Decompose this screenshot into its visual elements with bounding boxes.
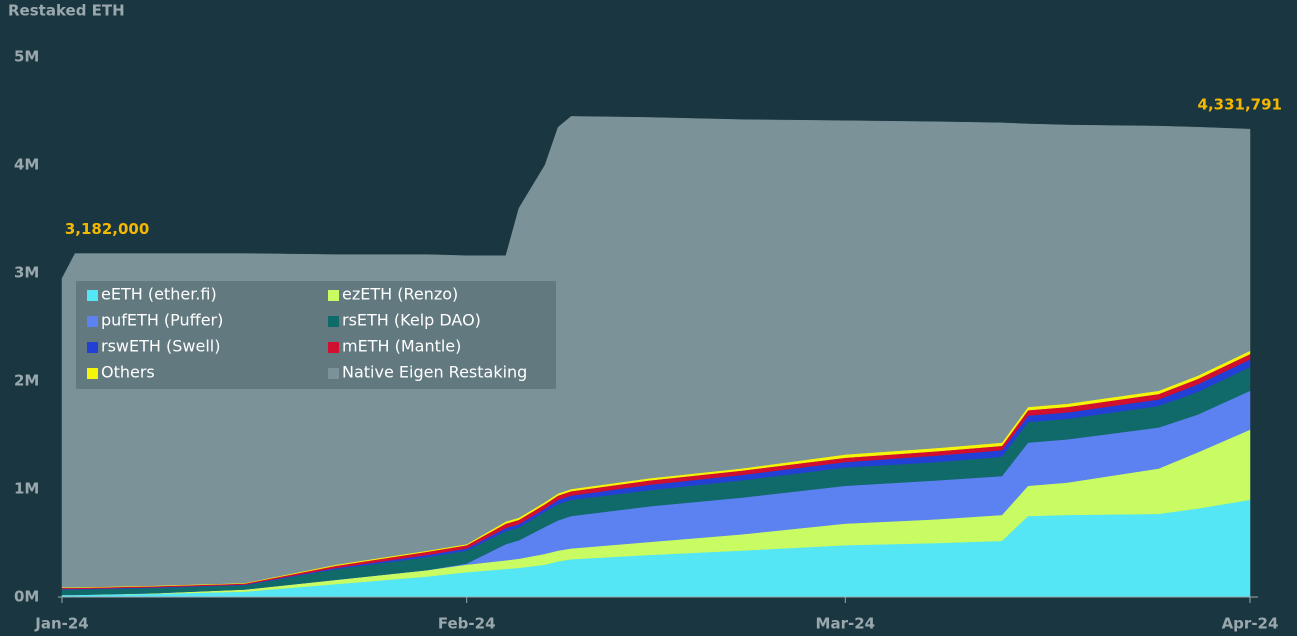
y-tick-label: 3M bbox=[14, 264, 39, 282]
chart-title: Restaked ETH bbox=[8, 2, 125, 20]
legend-label: Others bbox=[101, 363, 155, 382]
x-tick-label: Jan-24 bbox=[34, 615, 88, 633]
legend-label: eETH (ether.fi) bbox=[101, 285, 217, 304]
area bbox=[61, 116, 1251, 588]
annotation: 3,182,000 bbox=[65, 220, 149, 238]
legend-swatch bbox=[328, 342, 339, 353]
y-tick-label: 2M bbox=[14, 372, 39, 390]
y-tick-label: 4M bbox=[14, 156, 39, 174]
y-tick-label: 0M bbox=[14, 588, 39, 606]
y-tick-label: 1M bbox=[14, 480, 39, 498]
legend-swatch bbox=[87, 368, 98, 379]
legend-label: ezETH (Renzo) bbox=[342, 285, 458, 304]
legend-swatch bbox=[87, 290, 98, 301]
x-tick-label: Mar-24 bbox=[816, 615, 876, 633]
legend-box bbox=[76, 281, 556, 389]
legend-label: mETH (Mantle) bbox=[342, 337, 461, 356]
legend-swatch bbox=[328, 290, 339, 301]
legend-label: pufETH (Puffer) bbox=[101, 311, 223, 330]
legend-label: rswETH (Swell) bbox=[101, 337, 220, 356]
annotation: 4,331,791 bbox=[1198, 96, 1282, 114]
legend-label: Native Eigen Restaking bbox=[342, 363, 527, 382]
x-tick-label: Feb-24 bbox=[438, 615, 496, 633]
legend-label: rsETH (Kelp DAO) bbox=[342, 311, 481, 330]
legend-swatch bbox=[328, 316, 339, 327]
legend-swatch bbox=[87, 316, 98, 327]
legend-swatch bbox=[87, 342, 98, 353]
y-tick-label: 5M bbox=[14, 48, 39, 66]
x-tick-label: Apr-24 bbox=[1222, 615, 1279, 633]
legend-swatch bbox=[328, 368, 339, 379]
